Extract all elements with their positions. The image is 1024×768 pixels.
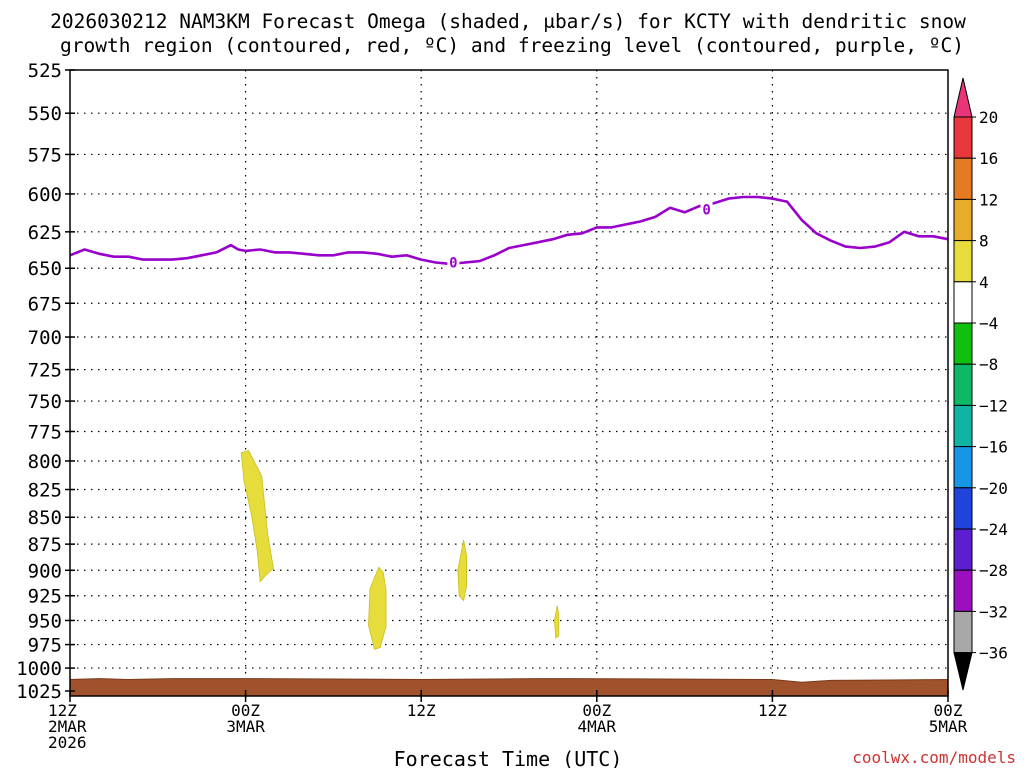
- y-tick-label: 750: [28, 391, 62, 413]
- x-tick-label: 00Z 3MAR: [226, 701, 265, 736]
- freezing-level-line: [69, 195, 949, 266]
- colorbar-segment: [953, 281, 973, 324]
- x-tick-label-line: 00Z: [231, 701, 260, 720]
- x-tick-label-line: 00Z: [582, 701, 611, 720]
- colorbar-segment: [953, 569, 973, 612]
- y-tick-label: 675: [28, 293, 62, 315]
- colorbar-label: −20: [979, 479, 1008, 498]
- colorbar-arrow-bottom: [953, 652, 973, 691]
- y-tick-label: 950: [28, 610, 62, 632]
- colorbar-label: 20: [979, 108, 998, 127]
- x-tick-label: 12Z 2MAR 2026: [48, 701, 87, 752]
- freezing-level-label: 0: [449, 256, 457, 272]
- ground-surface: [69, 678, 949, 697]
- plot-frame: [69, 69, 949, 697]
- y-tick-label: 975: [28, 635, 62, 657]
- y-tick-label: 525: [28, 60, 62, 82]
- colorbar-segment: [953, 240, 973, 283]
- colorbar-segment: [953, 404, 973, 448]
- y-tick-label: 825: [28, 480, 62, 502]
- omega-region: [368, 566, 387, 650]
- omega-shaded-regions: [240, 450, 560, 650]
- ground-layer: [69, 678, 949, 697]
- colorbar-segment: [953, 363, 973, 406]
- y-tick-label: 625: [28, 222, 62, 244]
- x-tick-label-line: 5MAR: [929, 717, 968, 736]
- colorbar-arrow-top: [953, 77, 973, 118]
- x-tick-label-line: 4MAR: [578, 717, 617, 736]
- x-tick-label-line: 12Z: [407, 701, 436, 720]
- x-tick-label: 12Z: [758, 701, 787, 720]
- x-tick-label-line: 12Z: [758, 701, 787, 720]
- colorbar-label: −16: [979, 438, 1008, 457]
- y-tick-label: 775: [28, 421, 62, 443]
- y-tick-label: 1025: [16, 681, 62, 703]
- colorbar-segment: [953, 157, 973, 200]
- colorbar-label: −12: [979, 396, 1008, 415]
- y-tick-label: 650: [28, 258, 62, 280]
- colorbar-label: 12: [979, 190, 998, 209]
- colorbar-segment: [953, 322, 973, 365]
- x-tick-label: 00Z 5MAR: [929, 701, 968, 736]
- y-tick-label: 800: [28, 451, 62, 473]
- y-tick-label: 875: [28, 534, 62, 556]
- colorbar-label: 8: [979, 232, 989, 251]
- colorbar-segment: [953, 528, 973, 571]
- colorbar-segment: [953, 198, 973, 242]
- colorbar-label: −32: [979, 602, 1008, 621]
- colorbar-legend: 20 16 12 8 4 −4 −8 −12 −16 −20 −24 −28 −32 −36: [953, 77, 1008, 691]
- plot-area: 00: [69, 69, 949, 697]
- x-axis-label: Forecast Time (UTC): [394, 747, 623, 768]
- x-tick-label: 00Z 4MAR: [578, 701, 617, 736]
- colorbar-label: 4: [979, 273, 989, 292]
- colorbar-label: 16: [979, 149, 998, 168]
- colorbar-label: −36: [979, 644, 1008, 663]
- x-tick-label-line: 2MAR: [48, 717, 87, 736]
- colorbar-label: −4: [979, 314, 998, 333]
- y-tick-label: 700: [28, 327, 62, 349]
- x-tick-label: 12Z: [407, 701, 436, 720]
- y-tick-label: 925: [28, 586, 62, 608]
- colorbar-label: −8: [979, 355, 998, 374]
- y-tick-label: 850: [28, 507, 62, 529]
- credit-text: coolwx.com/models: [852, 748, 1016, 767]
- freezing-level-label: 0: [702, 202, 710, 218]
- x-tick-label-line: 12Z: [48, 701, 77, 720]
- colorbar-segment: [953, 116, 973, 159]
- omega-region: [553, 605, 560, 639]
- plot-background: [70, 70, 948, 696]
- freezing-level-label-bg: [700, 201, 713, 217]
- y-tick-label: 725: [28, 360, 62, 382]
- colorbar-segment: [953, 446, 973, 489]
- y-tick-label: 900: [28, 560, 62, 582]
- omega-region: [240, 450, 274, 583]
- colorbar-segment: [953, 610, 973, 654]
- y-tick-label: 600: [28, 184, 62, 206]
- y-tick-label: 550: [28, 103, 62, 125]
- chart-title-line2: growth region (contoured, red, ºC) and f…: [60, 34, 964, 57]
- y-axis-pressure: 525 550 575 600 625 650 675 700 725 750 775 800 825 8…: [16, 60, 75, 703]
- colorbar-segment: [953, 487, 973, 530]
- chart-title-line1: 2026030212 NAM3KM Forecast Omega (shaded…: [50, 10, 966, 33]
- y-tick-label: 575: [28, 144, 62, 166]
- y-tick-label: 1000: [16, 658, 62, 680]
- freezing-level-contour: 00: [69, 195, 949, 272]
- x-tick-label-line: 3MAR: [226, 717, 265, 736]
- omega-region: [457, 539, 468, 602]
- freezing-level-label-bg: [447, 254, 460, 270]
- x-tick-label-line: 00Z: [934, 701, 963, 720]
- x-tick-label-line: 2026: [48, 733, 87, 752]
- colorbar-label: −24: [979, 520, 1008, 539]
- colorbar-label: −28: [979, 561, 1008, 580]
